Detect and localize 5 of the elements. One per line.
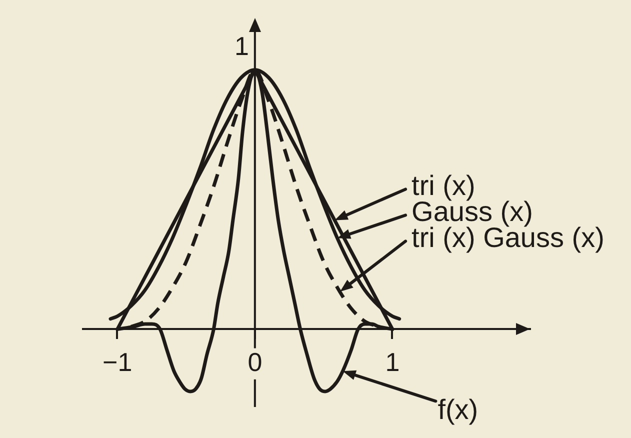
x-tick-label: −1	[102, 346, 132, 377]
x-tick-label: 0	[248, 346, 262, 377]
text: f(x)	[438, 394, 478, 425]
annotation: 1	[234, 31, 249, 62]
x-tick-label: 1	[385, 346, 400, 377]
